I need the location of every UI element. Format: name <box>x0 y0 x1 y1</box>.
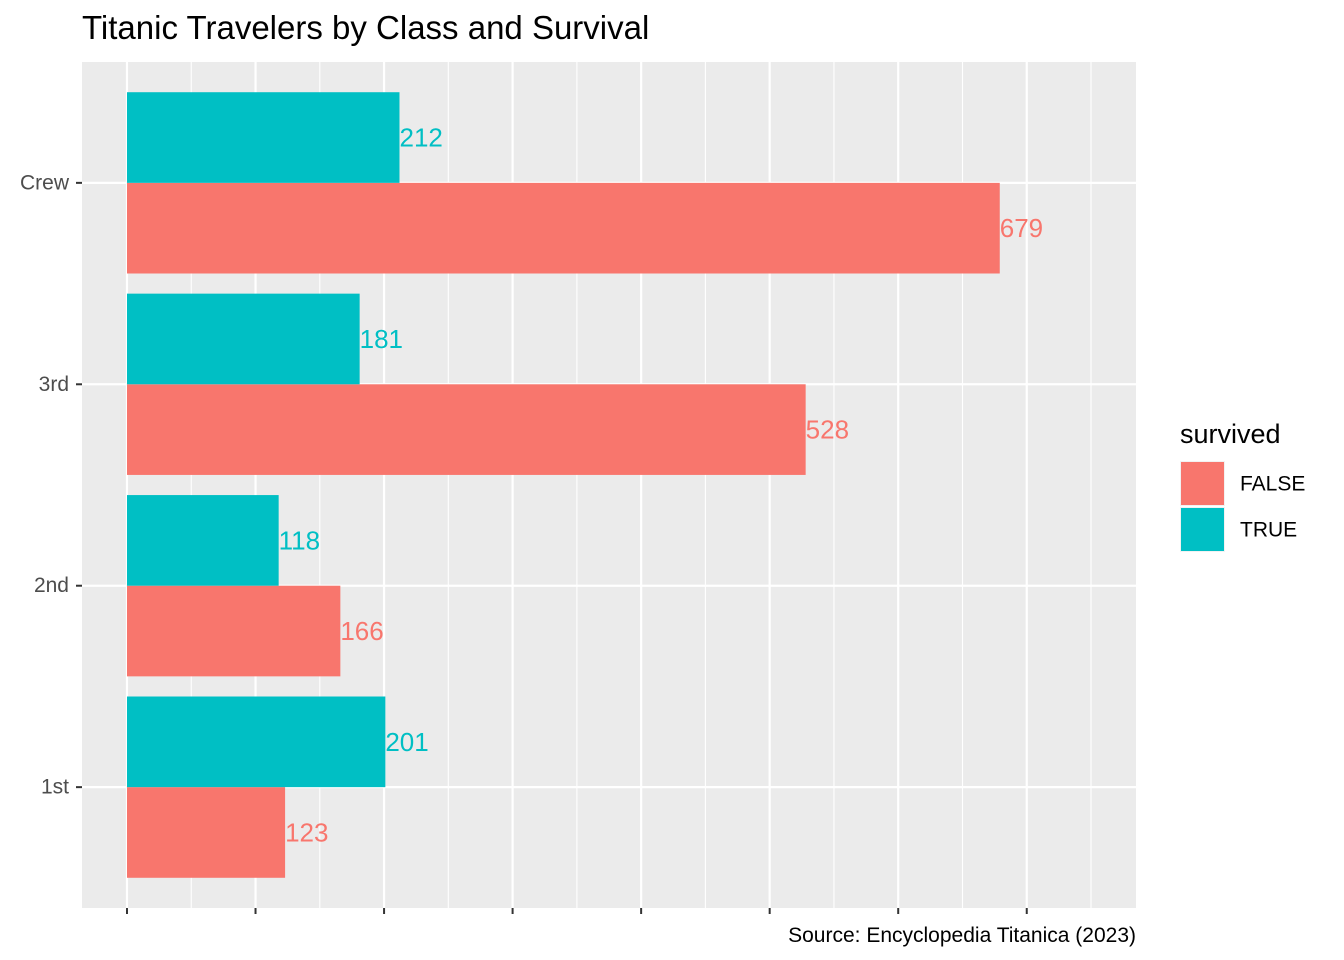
data-label-true-crew: 212 <box>399 123 442 153</box>
chart-title: Titanic Travelers by Class and Survival <box>82 9 649 46</box>
data-label-true-1st: 201 <box>385 727 428 757</box>
y-tick-label: 2nd <box>34 574 69 597</box>
data-label-false-1st: 123 <box>285 817 328 847</box>
bar-true-1st <box>126 696 386 788</box>
y-tick-label: 3rd <box>39 373 69 396</box>
legend: survived FALSE TRUE <box>1180 419 1305 552</box>
bar-false-crew <box>126 182 1000 274</box>
legend-label-true: TRUE <box>1240 519 1297 542</box>
legend-title: survived <box>1180 419 1281 449</box>
bar-true-3rd <box>126 293 360 385</box>
bar-false-1st <box>126 787 286 878</box>
y-tick-label: 1st <box>41 776 69 799</box>
legend-swatch-false <box>1181 462 1224 505</box>
x-axis <box>125 908 1028 914</box>
bar-false-2nd <box>126 585 341 677</box>
legend-label-false: FALSE <box>1240 473 1305 496</box>
data-label-false-crew: 679 <box>1000 213 1043 243</box>
legend-swatch-true <box>1181 508 1224 551</box>
y-tick-label: Crew <box>20 171 70 194</box>
bars <box>126 92 1000 878</box>
data-label-true-2nd: 118 <box>279 525 320 555</box>
chart-caption: Source: Encyclopedia Titanica (2023) <box>788 924 1136 947</box>
bar-false-3rd <box>126 384 806 475</box>
data-label-false-2nd: 166 <box>340 616 383 646</box>
y-axis: 1st 2nd 3rd Crew <box>20 171 82 799</box>
data-labels: 123 166 528 679 201 118 181 212 <box>279 123 1043 848</box>
data-label-true-3rd: 181 <box>360 324 403 354</box>
bar-true-2nd <box>126 495 279 586</box>
bar-true-crew <box>126 92 400 183</box>
data-label-false-3rd: 528 <box>806 415 849 445</box>
